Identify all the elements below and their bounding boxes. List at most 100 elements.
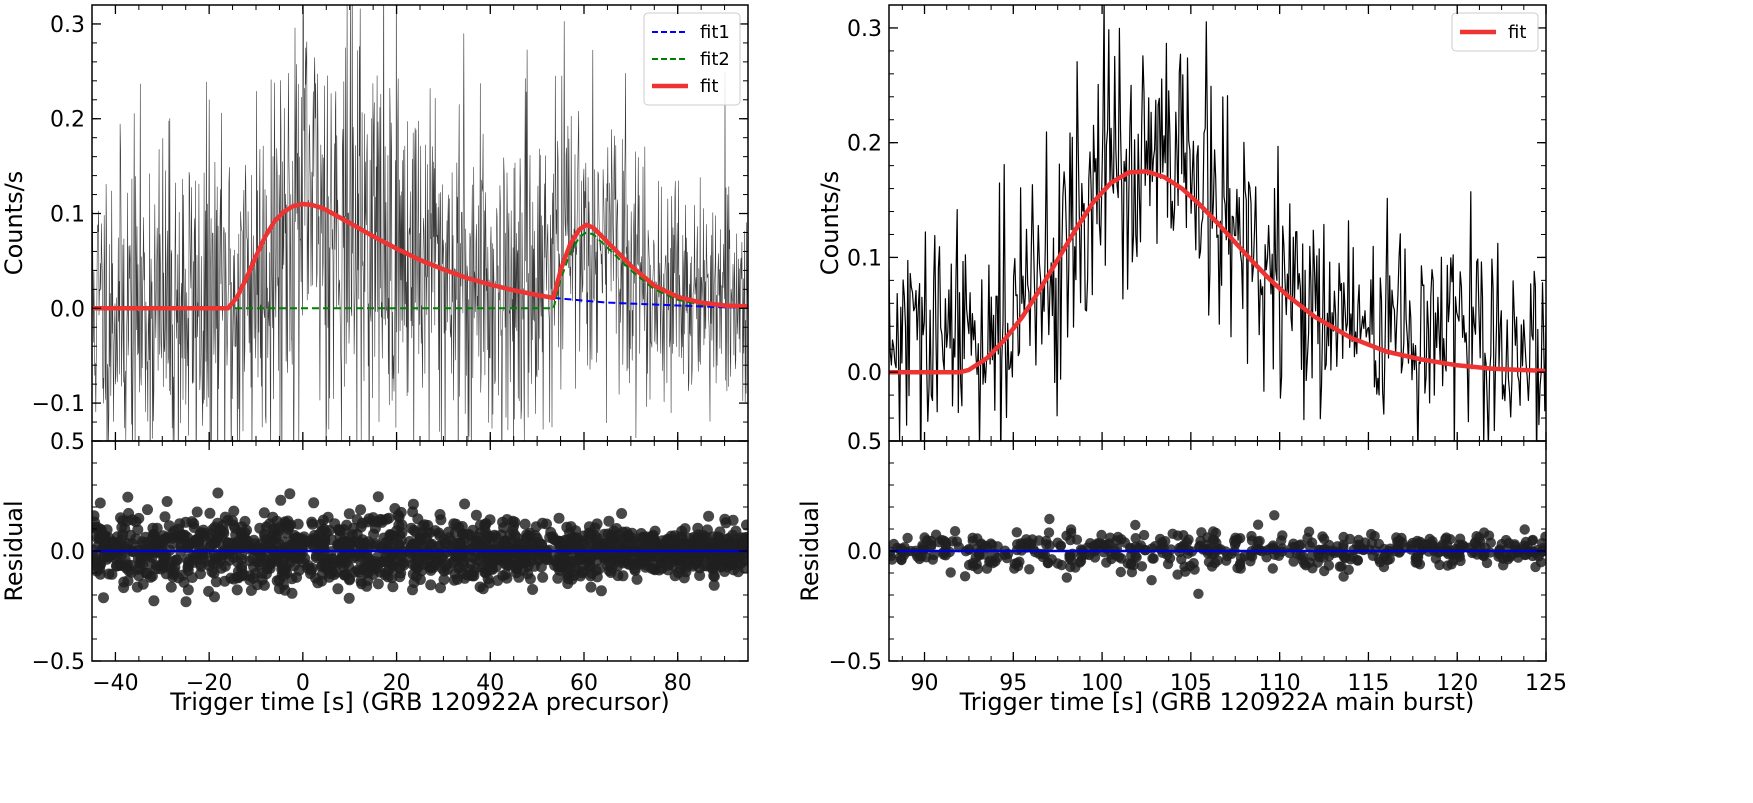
residual-point bbox=[949, 526, 961, 537]
series-fit-line bbox=[92, 201, 748, 311]
residual-point bbox=[1146, 575, 1157, 586]
residual-point bbox=[271, 575, 283, 587]
y-tick-label: 0.2 bbox=[847, 132, 882, 157]
residual-point bbox=[312, 577, 324, 589]
residual-point bbox=[1101, 557, 1112, 568]
residual-point bbox=[936, 534, 948, 546]
residual-point bbox=[1415, 544, 1426, 555]
residual-point bbox=[1130, 541, 1141, 553]
residual-point bbox=[678, 572, 690, 584]
residual-point bbox=[1276, 535, 1287, 546]
residual-point bbox=[118, 576, 130, 588]
residual-point bbox=[408, 524, 420, 536]
residual-point bbox=[723, 539, 734, 550]
main-burst-x-ticks: 90 95 100 105 110 115 120 125 bbox=[901, 5, 1567, 696]
precursor-panel: −0.1 0.0 0.1 0.2 0.3 Counts/s fit1 fit2 fit −0… bbox=[0, 4, 749, 716]
residual-point bbox=[122, 491, 134, 503]
residual-point bbox=[1196, 527, 1207, 538]
residual-point bbox=[119, 560, 131, 572]
residual-point bbox=[195, 568, 206, 580]
residual-point bbox=[204, 541, 216, 553]
residual-point bbox=[1269, 510, 1280, 521]
residual-point bbox=[1193, 588, 1204, 599]
residual-point bbox=[1011, 527, 1022, 538]
residual-point bbox=[470, 538, 482, 550]
residual-point bbox=[158, 553, 170, 565]
residual-point bbox=[1056, 559, 1067, 571]
residual-point bbox=[571, 532, 583, 544]
residual-point bbox=[984, 556, 995, 568]
residual-point bbox=[132, 524, 144, 536]
residual-point bbox=[452, 573, 463, 585]
residual-point bbox=[459, 498, 471, 510]
residual-point bbox=[959, 571, 971, 582]
residual-point bbox=[142, 504, 153, 516]
residual-point bbox=[343, 508, 355, 520]
legend-box bbox=[643, 12, 741, 106]
residual-point bbox=[397, 557, 409, 569]
residual-point bbox=[1162, 558, 1174, 570]
residual-point bbox=[481, 540, 493, 552]
residual-point bbox=[963, 559, 975, 571]
legend-label-fit: fit bbox=[1508, 22, 1526, 43]
residual-point bbox=[529, 530, 541, 542]
residual-point bbox=[343, 592, 355, 604]
residual-point bbox=[408, 577, 420, 588]
residual-point bbox=[425, 579, 437, 591]
residual-point bbox=[319, 558, 331, 570]
main-burst-y-axis-label: Counts/s bbox=[816, 171, 844, 275]
residual-point bbox=[94, 497, 106, 509]
residual-point bbox=[1221, 555, 1232, 566]
main-burst-residual-axes: −0.5 0.0 0.5 90 95 100 105 110 115 120 125 Residu… bbox=[796, 5, 1567, 716]
residual-point bbox=[1412, 535, 1423, 547]
legend-label-fit1: fit1 bbox=[700, 22, 730, 43]
residual-point bbox=[986, 539, 998, 551]
residual-point bbox=[547, 533, 559, 545]
y-tick-label: 0.3 bbox=[847, 17, 882, 42]
residual-y-tick-label: −0.5 bbox=[829, 650, 882, 675]
residual-point bbox=[1519, 524, 1530, 535]
residual-point bbox=[427, 555, 439, 567]
residual-point bbox=[191, 506, 203, 518]
residual-point bbox=[1189, 564, 1200, 575]
residual-point bbox=[510, 567, 522, 579]
residual-point bbox=[1101, 543, 1113, 555]
residual-point bbox=[135, 551, 147, 563]
residual-point bbox=[137, 536, 149, 548]
main-burst-residual-y-axis-label: Residual bbox=[796, 500, 824, 601]
residual-point bbox=[226, 515, 238, 527]
residual-point bbox=[517, 554, 529, 566]
residual-point bbox=[595, 585, 607, 597]
residual-point bbox=[1405, 544, 1417, 555]
residual-point bbox=[1378, 543, 1390, 555]
residual-point bbox=[1024, 564, 1035, 575]
residual-point bbox=[724, 558, 736, 570]
residual-point bbox=[434, 509, 446, 520]
residual-point bbox=[720, 517, 732, 529]
residual-point bbox=[422, 519, 434, 531]
y-tick-label: 0.1 bbox=[50, 203, 85, 228]
residual-point bbox=[974, 547, 985, 558]
x-tick-label: 125 bbox=[1525, 671, 1567, 696]
residual-point bbox=[210, 576, 222, 588]
residual-point bbox=[1155, 544, 1167, 555]
residual-point bbox=[372, 578, 384, 590]
residual-point bbox=[343, 537, 355, 549]
y-tick-label: 0.0 bbox=[50, 297, 85, 322]
residual-point bbox=[1522, 541, 1533, 552]
residual-y-tick-label: 0.0 bbox=[50, 540, 85, 565]
residual-point bbox=[369, 522, 381, 534]
residual-point bbox=[308, 497, 320, 509]
residual-point bbox=[1064, 549, 1075, 561]
residual-point bbox=[541, 552, 553, 564]
precursor-x-axis-label: Trigger time [s] (GRB 120922A precursor) bbox=[169, 688, 670, 716]
residual-point bbox=[283, 521, 295, 532]
residual-point bbox=[508, 520, 520, 532]
residual-point bbox=[355, 504, 367, 516]
residual-point bbox=[332, 583, 344, 595]
residual-point bbox=[1043, 527, 1055, 538]
main-burst-residual-points bbox=[889, 510, 1546, 599]
residual-point bbox=[306, 516, 318, 528]
x-tick-label: 20 bbox=[383, 671, 411, 696]
